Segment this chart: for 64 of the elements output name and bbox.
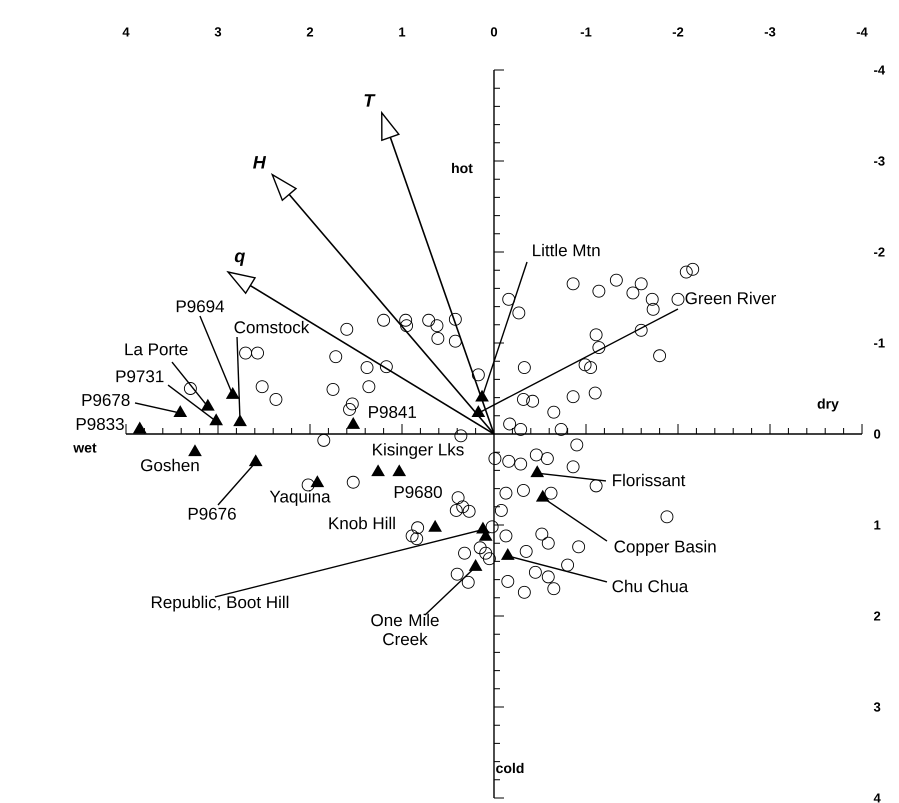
point (249, 454, 262, 466)
annotation: P9833 (76, 418, 124, 430)
annotation: Goshen (141, 458, 199, 472)
x-tick-label: 1 (399, 28, 406, 36)
y-tick-label: 4 (874, 794, 881, 802)
y-tick-label: 3 (874, 702, 880, 712)
point (472, 406, 485, 418)
series-label: q (234, 252, 245, 266)
annotation: hot (452, 162, 473, 174)
annotation: P9694 (176, 300, 224, 312)
y-tick-label: 0 (874, 429, 880, 439)
annotation: Yaquina (270, 490, 331, 506)
annotation: dry (818, 398, 839, 412)
annotation: P9841 (369, 406, 416, 418)
x-tick-label: -4 (856, 28, 868, 36)
annotation: P9676 (188, 508, 236, 520)
annotation: Kisinger Lks (373, 443, 464, 459)
series-label: T (364, 94, 376, 107)
y-tick-label: -4 (874, 66, 886, 74)
annotation: Florissant (613, 474, 686, 486)
x-tick-label: 3 (214, 27, 222, 36)
text: wet (73, 443, 96, 453)
x-tick-label: 4 (122, 28, 130, 36)
point (201, 399, 214, 411)
annotation: cold (496, 762, 524, 774)
annotation: Copper Basin (614, 540, 716, 556)
point (536, 490, 550, 502)
annotation: Knob Hill (329, 516, 395, 530)
y-tick-label: 1 (874, 520, 880, 530)
annotation: P9731 (116, 370, 164, 382)
point (501, 548, 514, 560)
point (188, 444, 202, 456)
point (530, 466, 544, 478)
point (234, 414, 247, 426)
point (476, 390, 489, 402)
y-tick-label: -1 (874, 338, 885, 348)
annotation: Chu Chua (612, 580, 688, 592)
point (226, 387, 240, 399)
annotation: Comstock (234, 320, 310, 334)
point (174, 406, 187, 418)
x-tick-label: 2 (306, 27, 314, 36)
x-tick-label: -2 (672, 27, 684, 36)
x-tick-label: 0 (490, 27, 498, 36)
annotation: P9678 (82, 394, 130, 406)
point (372, 464, 385, 476)
annotation: Little Mtn (533, 244, 600, 256)
y-tick-label: 2 (874, 611, 880, 621)
annotation: Republic, Boot Hill (152, 596, 288, 612)
point (469, 559, 482, 571)
annotation: Green River (686, 292, 776, 304)
point (392, 464, 406, 476)
series-label: H (253, 156, 266, 168)
annotation: One Mile Creek (371, 614, 439, 646)
point (133, 422, 146, 434)
y-tick-label: -3 (874, 156, 885, 166)
annotation: La Porte (125, 343, 188, 356)
x-tick-label: -1 (580, 28, 592, 36)
annotation: P9680 (394, 486, 442, 498)
point (346, 417, 360, 429)
y-tick-label: -2 (874, 247, 885, 257)
point (310, 476, 324, 488)
point (210, 414, 223, 426)
x-tick-label: -3 (764, 27, 776, 36)
point (428, 520, 442, 532)
